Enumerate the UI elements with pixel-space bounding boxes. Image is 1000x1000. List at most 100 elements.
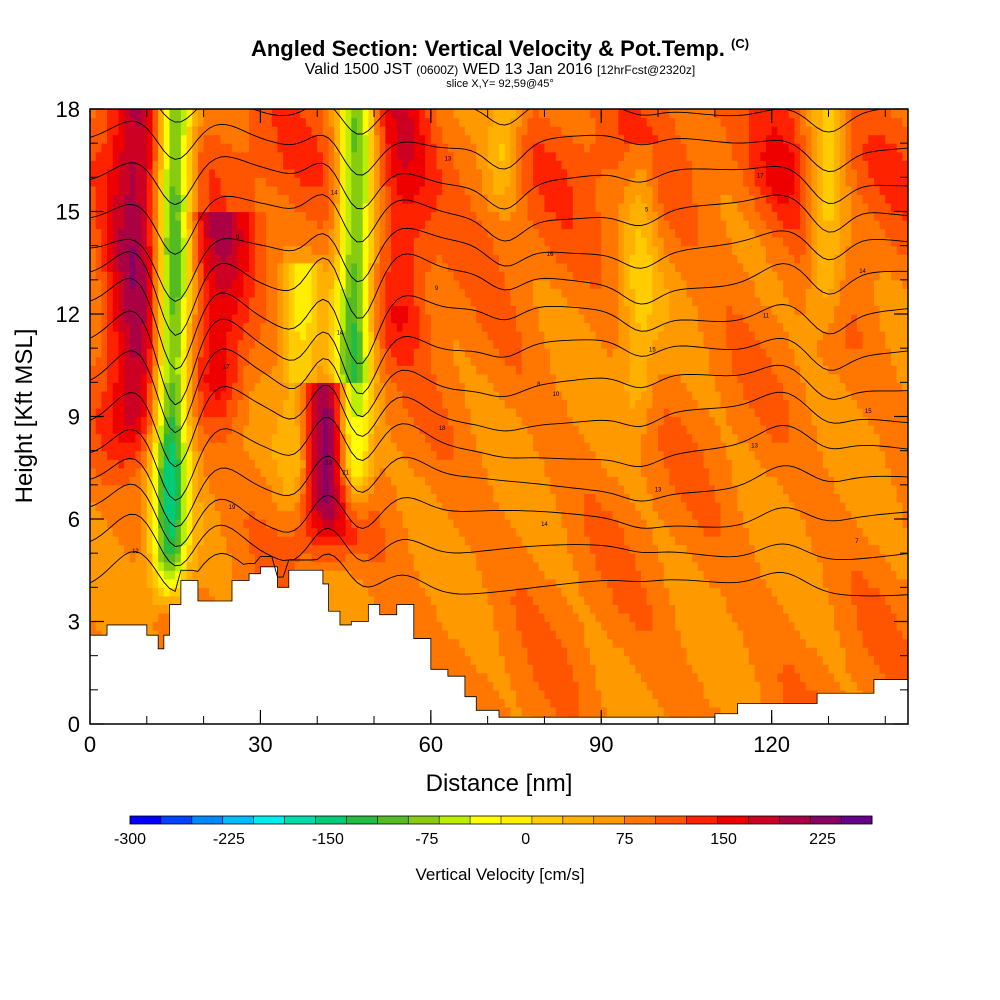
- velocity-cell: [283, 365, 290, 375]
- velocity-cell: [101, 373, 108, 383]
- velocity-cell: [266, 561, 273, 571]
- velocity-cell: [339, 425, 347, 435]
- velocity-cell: [396, 262, 404, 272]
- velocity-cell: [232, 501, 239, 512]
- velocity-cell: [374, 390, 381, 401]
- velocity-cell: [379, 220, 386, 230]
- velocity-cell: [328, 501, 335, 512]
- velocity-cell: [203, 459, 210, 469]
- velocity-cell: [124, 467, 131, 477]
- velocity-cell: [334, 373, 341, 383]
- velocity-cell: [146, 519, 154, 529]
- velocity-cell: [288, 194, 296, 204]
- velocity-cell: [385, 211, 392, 221]
- velocity-cell: [260, 305, 267, 315]
- velocity-cell: [374, 570, 381, 580]
- velocity-cell: [175, 296, 182, 307]
- velocity-cell: [175, 356, 182, 366]
- velocity-cell: [243, 143, 250, 153]
- velocity-cell: [328, 476, 335, 486]
- velocity-cell: [317, 519, 324, 529]
- velocity-cell: [425, 527, 432, 537]
- velocity-cell: [260, 143, 267, 153]
- velocity-cell: [328, 407, 335, 418]
- velocity-cell: [220, 561, 227, 571]
- velocity-cell: [368, 271, 375, 281]
- velocity-cell: [124, 331, 131, 341]
- velocity-cell: [396, 416, 404, 426]
- velocity-cell: [294, 228, 301, 238]
- velocity-cell: [243, 185, 250, 196]
- velocity-cell: [345, 365, 352, 375]
- velocity-cell: [374, 356, 381, 366]
- velocity-cell: [237, 442, 244, 452]
- velocity-cell: [203, 151, 210, 161]
- velocity-cell: [442, 519, 449, 529]
- velocity-cell: [95, 450, 102, 460]
- velocity-cell: [146, 220, 154, 230]
- velocity-cell: [419, 109, 426, 119]
- velocity-cell: [180, 476, 188, 486]
- velocity-cell: [408, 373, 415, 383]
- velocity-cell: [413, 570, 421, 580]
- velocity-cell: [95, 425, 102, 435]
- velocity-cell: [362, 339, 369, 349]
- velocity-cell: [322, 194, 330, 204]
- velocity-cell: [459, 279, 466, 289]
- velocity-cell: [158, 160, 165, 170]
- velocity-cell: [300, 109, 307, 119]
- velocity-cell: [118, 151, 125, 161]
- velocity-cell: [180, 519, 188, 529]
- velocity-cell: [379, 425, 386, 435]
- velocity-cell: [158, 331, 165, 341]
- velocity-cell: [436, 202, 443, 213]
- velocity-cell: [214, 527, 222, 537]
- velocity-cell: [158, 177, 165, 187]
- velocity-cell: [152, 279, 159, 289]
- velocity-cell: [396, 527, 404, 537]
- velocity-cell: [260, 484, 267, 494]
- velocity-cell: [220, 484, 227, 494]
- velocity-cell: [345, 279, 352, 289]
- velocity-cell: [243, 348, 250, 358]
- velocity-cell: [459, 151, 466, 161]
- velocity-cell: [442, 467, 449, 477]
- velocity-cell: [232, 211, 239, 221]
- velocity-cell: [158, 484, 165, 494]
- velocity-cell: [107, 262, 114, 272]
- velocity-cell: [328, 382, 335, 392]
- velocity-cell: [254, 399, 262, 409]
- velocity-cell: [425, 262, 432, 272]
- velocity-cell: [112, 476, 119, 486]
- velocity-cell: [129, 143, 137, 153]
- velocity-cell: [112, 433, 119, 443]
- velocity-cell: [107, 126, 114, 136]
- velocity-cell: [237, 510, 244, 520]
- velocity-cell: [368, 544, 375, 554]
- velocity-cell: [214, 595, 222, 606]
- velocity-cell: [374, 126, 381, 136]
- velocity-cell: [356, 168, 364, 178]
- velocity-cell: [192, 143, 199, 153]
- velocity-cell: [135, 177, 142, 187]
- velocity-cell: [436, 476, 443, 486]
- velocity-cell: [101, 117, 108, 127]
- velocity-cell: [402, 220, 409, 230]
- velocity-cell: [101, 168, 108, 178]
- velocity-cell: [476, 296, 483, 307]
- velocity-cell: [283, 211, 290, 221]
- velocity-cell: [453, 168, 460, 178]
- velocity-cell: [232, 202, 239, 213]
- velocity-cell: [294, 305, 301, 315]
- velocity-cell: [459, 305, 466, 315]
- velocity-cell: [425, 399, 432, 409]
- velocity-cell: [141, 228, 148, 238]
- velocity-cell: [158, 134, 165, 144]
- velocity-cell: [447, 322, 455, 332]
- velocity-cell: [476, 288, 483, 298]
- velocity-cell: [283, 348, 290, 358]
- velocity-cell: [442, 433, 449, 443]
- velocity-cell: [442, 425, 449, 435]
- velocity-cell: [214, 245, 222, 255]
- velocity-cell: [209, 536, 216, 546]
